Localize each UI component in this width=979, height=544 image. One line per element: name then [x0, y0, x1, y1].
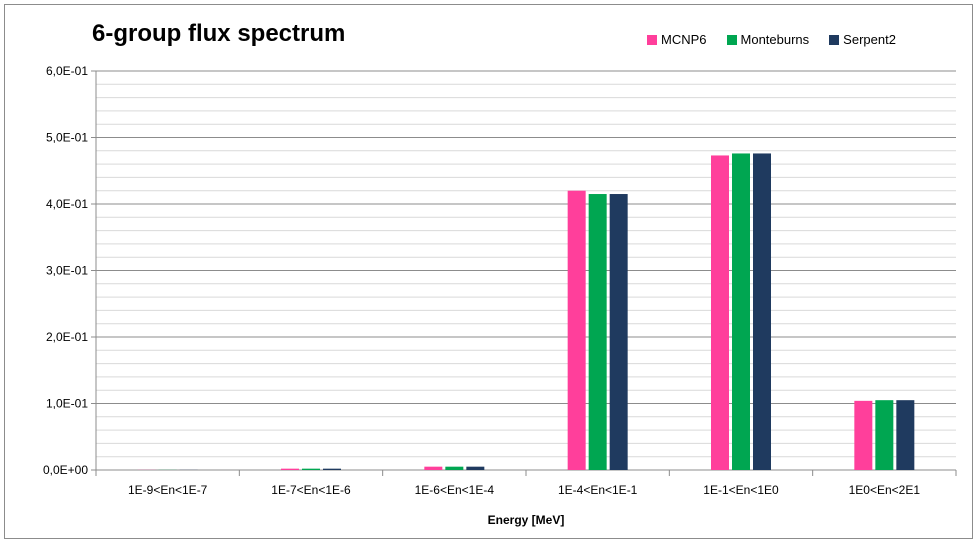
x-tick-label: 1E-9<En<1E-7 [128, 483, 208, 497]
y-tick-label: 5,0E-01 [46, 131, 88, 145]
y-tick-label: 3,0E-01 [46, 264, 88, 278]
legend: MCNP6 Monteburns Serpent2 [647, 32, 916, 47]
legend-label-mcnp6: MCNP6 [661, 32, 707, 47]
x-tick-label: 1E-7<En<1E-6 [271, 483, 351, 497]
x-tick-label: 1E0<En<2E1 [849, 483, 921, 497]
bar-serpent2-1 [323, 468, 341, 470]
bar-serpent2-5 [896, 400, 915, 470]
legend-swatch-monteburns [726, 34, 737, 45]
legend-item-mcnp6: MCNP6 [647, 32, 707, 47]
bar-serpent2-2 [466, 466, 485, 470]
y-tick-label: 1,0E-01 [46, 397, 88, 411]
x-tick-label: 1E-4<En<1E-1 [558, 483, 638, 497]
y-tick-label: 2,0E-01 [46, 330, 88, 344]
y-tick-label: 4,0E-01 [46, 197, 88, 211]
x-axis-title: Energy [MeV] [488, 513, 565, 527]
bar-serpent2-4 [753, 153, 771, 470]
bar-mcnp6-4 [711, 155, 729, 470]
legend-swatch-mcnp6 [647, 34, 657, 45]
chart-frame [4, 4, 973, 539]
bar-monteburns-3 [588, 194, 607, 470]
y-tick-label: 0,0E+00 [43, 463, 88, 477]
legend-item-monteburns: Monteburns [726, 32, 810, 47]
bar-mcnp6-2 [424, 466, 443, 470]
chart-title: 6-group flux spectrum [92, 20, 346, 47]
x-tick-label: 1E-6<En<1E-4 [415, 483, 495, 497]
bar-monteburns-5 [875, 400, 894, 470]
bar-mcnp6-5 [854, 400, 873, 470]
legend-item-serpent2: Serpent2 [829, 32, 896, 47]
y-tick-label: 6,0E-01 [46, 64, 88, 78]
x-tick-label: 1E-1<En<1E0 [703, 483, 779, 497]
bar-mcnp6-1 [281, 468, 299, 470]
legend-label-monteburns: Monteburns [740, 32, 810, 47]
bar-monteburns-1 [302, 468, 320, 470]
bar-monteburns-2 [445, 466, 464, 470]
bar-mcnp6-3 [567, 190, 586, 470]
legend-label-serpent2: Serpent2 [843, 32, 896, 47]
bar-monteburns-4 [732, 153, 750, 470]
legend-swatch-serpent2 [829, 34, 840, 45]
bar-serpent2-3 [609, 194, 628, 470]
